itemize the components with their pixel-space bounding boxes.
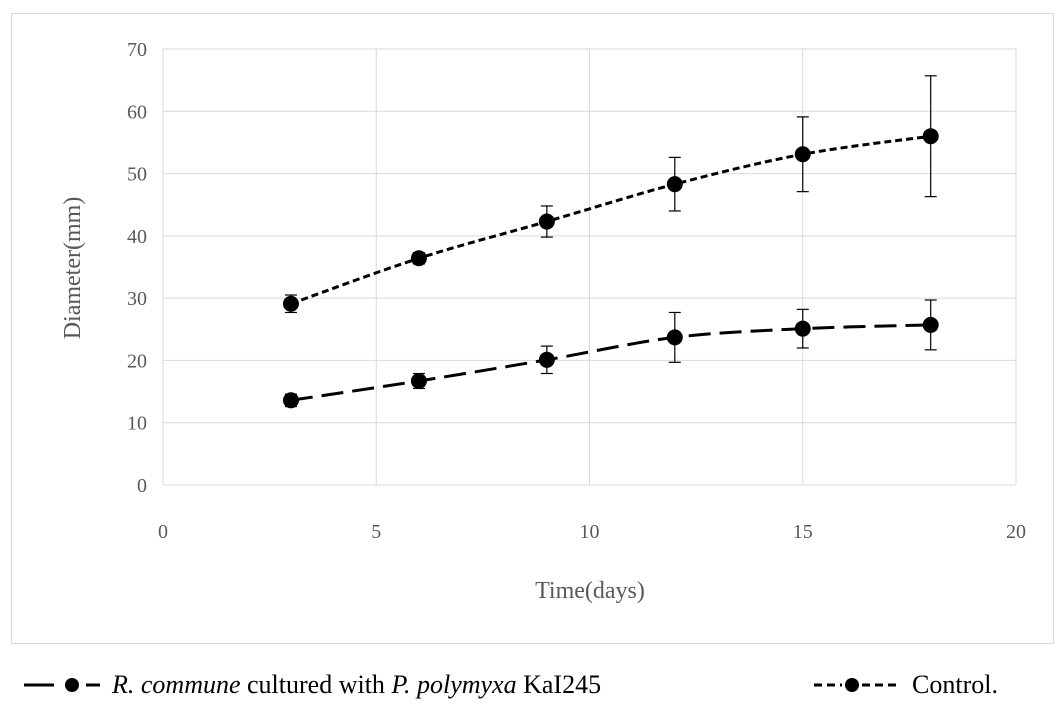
data-point: [410, 250, 427, 267]
legend-item-treatment: R. commune cultured with P. polymyxa KaI…: [20, 670, 601, 700]
series-layer: [282, 75, 939, 409]
data-point: [282, 392, 299, 409]
y-tick-label: 60: [127, 101, 147, 123]
data-point: [666, 329, 683, 346]
x-tick-label: 20: [1006, 521, 1026, 543]
legend-item-control: Control.: [812, 670, 998, 700]
y-tick-label: 40: [127, 226, 147, 248]
data-point: [538, 351, 555, 368]
legend-swatch-long-dash: [24, 678, 100, 692]
y-tick-label: 50: [127, 164, 147, 186]
data-point: [282, 295, 299, 312]
y-tick-label: 0: [137, 475, 147, 497]
x-tick-label: 0: [158, 521, 168, 543]
line-chart: 0 10 20 30 40 50 60 70 0 5 10 15 20 Time(days) Diame…: [60, 39, 1026, 604]
x-tick-label: 5: [371, 521, 381, 543]
y-tick-label: 30: [127, 288, 147, 310]
x-axis-title: Time(days): [535, 578, 645, 604]
legend-swatch-short-dash: [814, 678, 898, 692]
y-tick-label: 10: [127, 413, 147, 435]
data-point: [922, 128, 939, 145]
data-point: [666, 176, 683, 193]
x-tick-label: 10: [580, 521, 600, 543]
axes: [162, 49, 1016, 486]
series-line: [290, 134, 931, 306]
data-point: [922, 316, 939, 333]
legend-label-treatment: R. commune cultured with P. polymyxa KaI…: [112, 670, 602, 699]
series-2: [282, 75, 939, 314]
y-tick-label: 20: [127, 350, 147, 372]
x-tick-label: 15: [793, 521, 813, 543]
data-point: [410, 372, 427, 389]
gridlines: [163, 48, 1017, 485]
tick-labels: 0 10 20 30 40 50 60 70 0 5 10 15 20: [127, 39, 1026, 543]
series-line: [290, 323, 931, 402]
data-point: [538, 213, 555, 230]
y-axis-title: Diameter(mm): [60, 197, 86, 340]
legend-label-control: Control.: [912, 670, 998, 699]
series-1: [282, 299, 939, 409]
legend: R. commune cultured with P. polymyxa KaI…: [0, 660, 1054, 704]
y-tick-label: 70: [127, 39, 147, 61]
data-point: [794, 320, 811, 337]
data-point: [794, 146, 811, 163]
